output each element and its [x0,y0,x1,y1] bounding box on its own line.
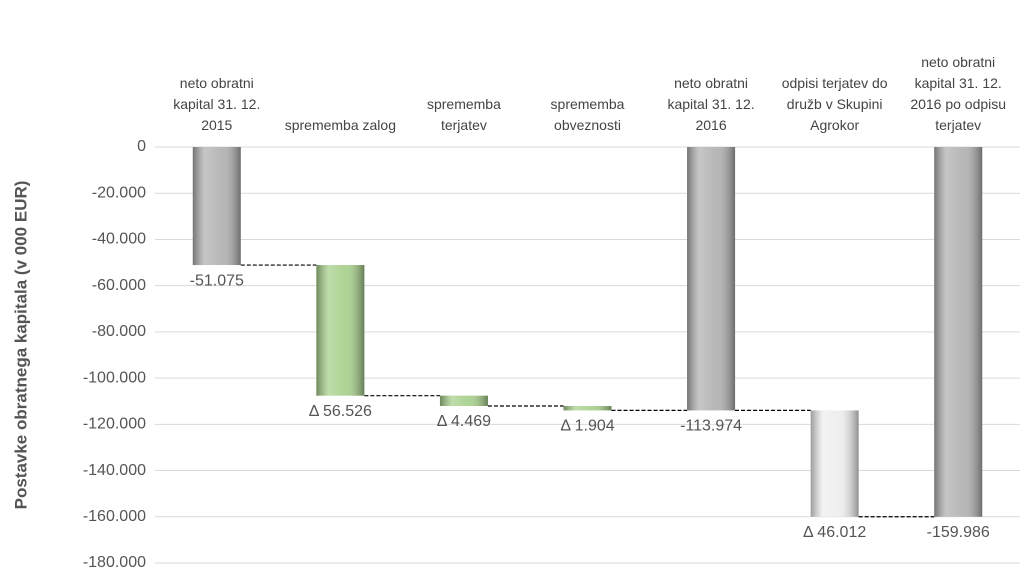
bar-shade [563,406,612,411]
bar-shade [810,410,859,517]
y-axis-title: Postavke obratnega kapitala (v 000 EUR) [11,181,30,510]
value-label: Δ 46.012 [803,524,866,541]
x-tick-label: sprememba zalog [284,117,396,133]
y-tick-label: -160.000 [83,508,146,525]
bar-shade [192,147,241,266]
value-label: Δ 56.526 [309,403,372,420]
value-label: -113.974 [680,418,742,435]
bar-shade [439,395,488,407]
y-tick-label: -40.000 [92,231,146,248]
x-tick-label: neto obratni kapital 31. 12. 2016 po odp… [910,54,1007,133]
value-label: Δ 4.469 [437,413,491,430]
x-tick-label: sprememba terjatev [426,96,501,133]
value-label: Δ 1.904 [560,418,614,435]
bar-shade [934,147,983,517]
x-tick-label: odpisi terjatev do družb v Skupini Agrok… [781,75,888,133]
y-tick-label: -80.000 [92,323,146,340]
bar-shade [687,147,736,411]
y-tick-label: -120.000 [83,416,146,433]
value-label: -51.075 [190,272,244,289]
y-tick-label: -100.000 [83,369,146,386]
y-tick-label: -20.000 [92,184,146,201]
bar-shade [316,265,365,396]
value-label: -159.986 [927,524,990,541]
y-tick-label: -140.000 [83,462,146,479]
y-tick-label: -180.000 [83,554,146,570]
x-tick-label: sprememba obveznosti [550,96,625,133]
y-tick-label: 0 [137,138,146,155]
x-tick-label: neto obratni kapital 31. 12. 2015 [173,75,261,133]
y-tick-label: -60.000 [92,277,146,294]
x-tick-label: neto obratni kapital 31. 12. 2016 [667,75,755,133]
